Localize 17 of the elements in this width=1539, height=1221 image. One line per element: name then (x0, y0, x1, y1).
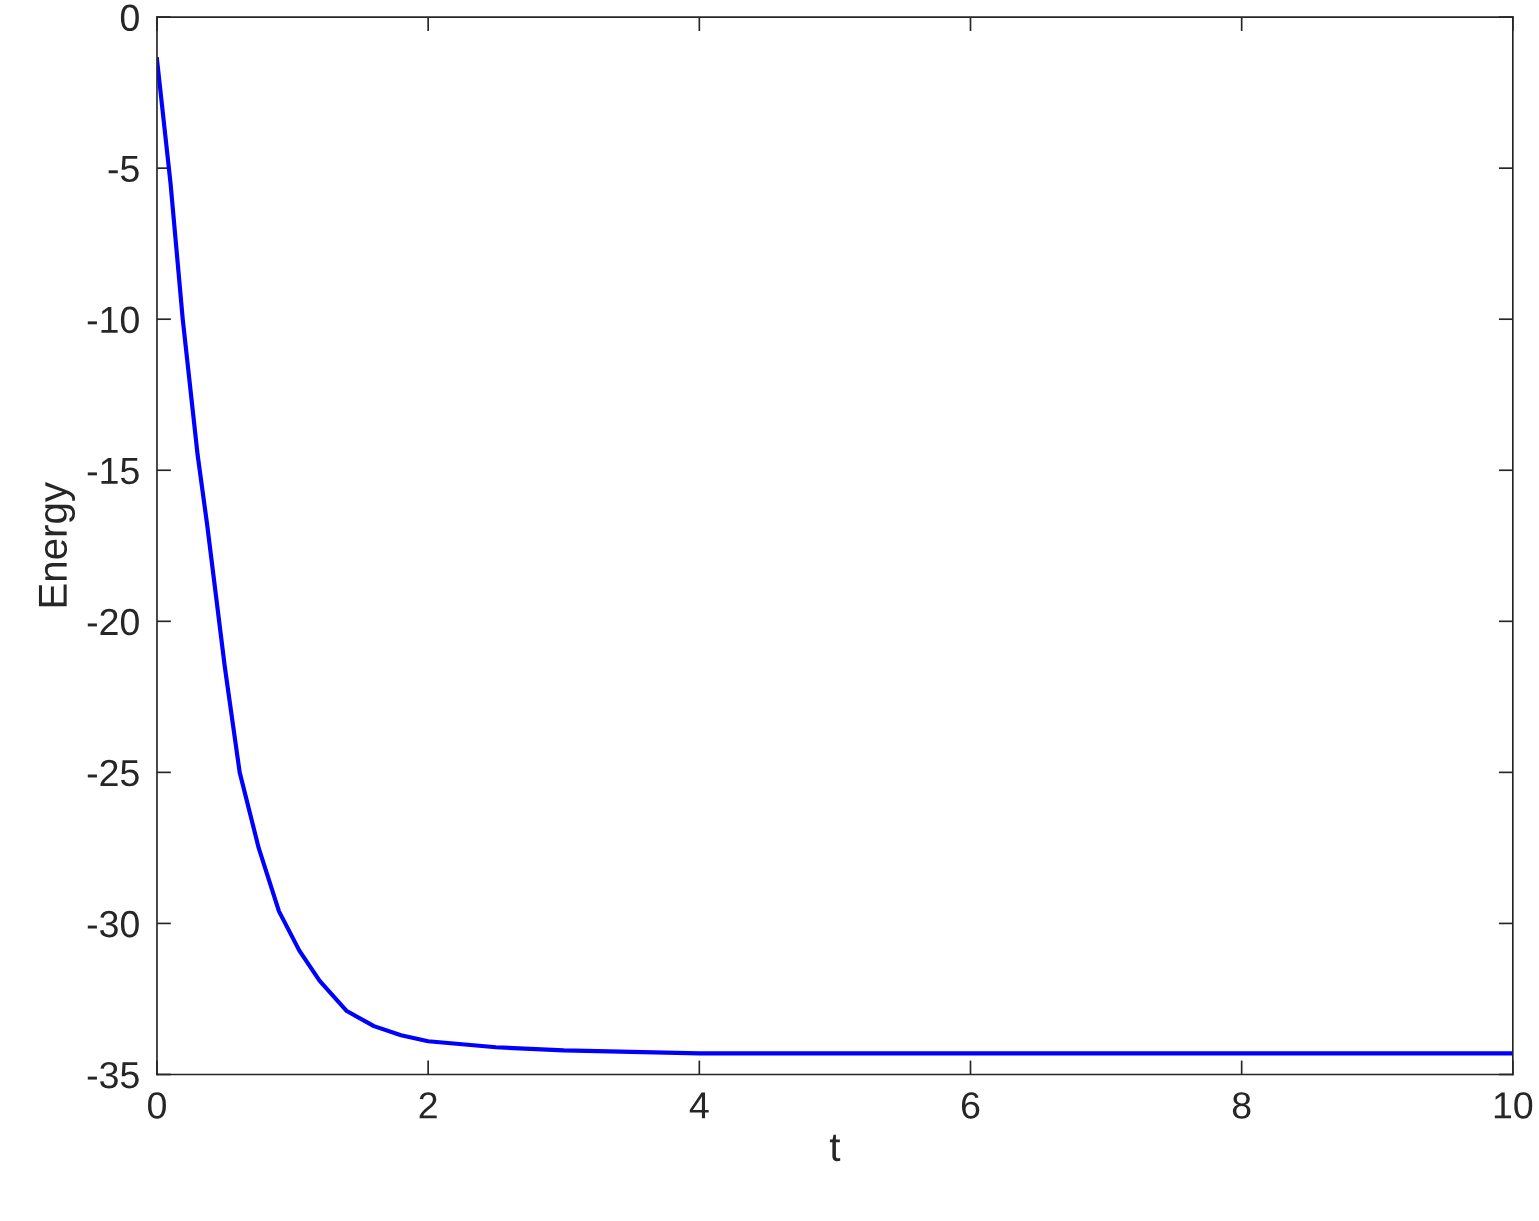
x-tick-label: 6 (961, 1092, 980, 1119)
y-tick-label: -15 (87, 458, 139, 485)
y-tick-label: -25 (87, 759, 139, 787)
y-tick-label: -35 (87, 1061, 139, 1089)
y-tick-label: -20 (87, 608, 139, 636)
x-axis-title: t (829, 1134, 841, 1162)
x-tick-label: 4 (689, 1092, 709, 1119)
x-tick-label: 10 (1494, 1092, 1533, 1119)
y-tick-label: -10 (87, 306, 139, 334)
x-tick-label: 2 (419, 1092, 437, 1119)
y-tick-label: -30 (87, 910, 139, 938)
y-tick-label: 0 (120, 4, 139, 32)
x-tick-label: 0 (148, 1092, 166, 1119)
y-tick-label: -5 (108, 155, 139, 183)
y-axis-title: Energy (38, 482, 76, 607)
line-series (156, 57, 1513, 1056)
x-tick-label: 8 (1232, 1092, 1251, 1119)
